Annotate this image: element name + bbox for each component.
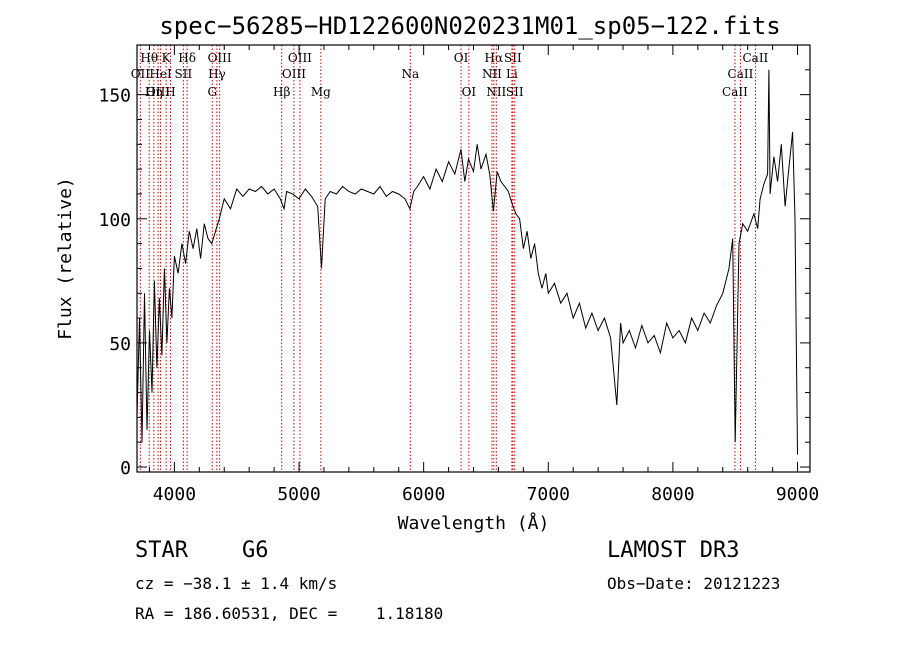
x-tick-label: 4000 (153, 484, 196, 505)
marker-label: Hγ (208, 67, 226, 81)
marker-label: Na (401, 67, 419, 81)
x-tick-label: 8000 (651, 484, 694, 505)
subclass: G6 (242, 538, 269, 563)
marker-label: Hδ (178, 51, 196, 65)
marker-label: OIII (282, 67, 306, 81)
marker-label: Li (506, 67, 518, 81)
plot-frame (136, 44, 811, 473)
series-line (136, 69, 798, 455)
y-tick-label: 150 (98, 86, 131, 107)
coordinates: RA = 186.60531, DEC = 1.18180 (135, 604, 444, 623)
marker-label: CaII (728, 67, 754, 81)
redshift-velocity: cz = −38.1 ± 1.4 km/s (135, 574, 338, 593)
x-tick-label: 7000 (527, 484, 570, 505)
survey-name: LAMOST DR3 (607, 538, 740, 563)
x-tick-label: 5000 (277, 484, 320, 505)
marker-label: Mg (311, 85, 331, 99)
marker-label: SII (504, 51, 522, 65)
chart-title: spec−56285−HD122600N020231M01_sp05−122.f… (159, 12, 780, 40)
marker-label: OI (454, 51, 469, 65)
y-axis: 0 50 100 150 (98, 69, 810, 479)
marker-label: NII (486, 85, 506, 99)
marker-label: OI (462, 85, 477, 99)
marker-label: OII (131, 67, 151, 81)
x-axis-label: Wavelength (Å) (398, 512, 550, 534)
x-axis: 4000 5000 6000 7000 8000 9000 (148, 45, 819, 505)
marker-label: Hθ (140, 51, 158, 65)
marker-label: G (207, 85, 217, 99)
x-tick-label: 9000 (776, 484, 819, 505)
marker-label: Hβ (273, 85, 290, 99)
marker-label: H (165, 85, 175, 99)
obs-date: Obs−Date: 20121223 (607, 574, 781, 593)
y-tick-label: 0 (120, 458, 131, 479)
marker-label: NII (482, 67, 502, 81)
x-tick-label: 6000 (402, 484, 445, 505)
marker-label: SII (175, 67, 193, 81)
marker-label: OIII (208, 51, 232, 65)
marker-label: Hα (485, 51, 504, 65)
marker-label: HeI (149, 67, 172, 81)
marker-label: OIII (288, 51, 312, 65)
y-tick-label: 100 (98, 210, 131, 231)
marker-label: K (162, 51, 172, 65)
object-class: STAR (135, 538, 188, 563)
y-axis-label: Flux (relative) (55, 177, 76, 340)
marker-label: CaII (742, 51, 768, 65)
y-tick-label: 50 (109, 334, 131, 355)
marker-label: OIII (146, 85, 170, 99)
marker-label: Hη (145, 85, 163, 99)
marker-label: CaII (722, 85, 748, 99)
spectrum-series (136, 69, 798, 455)
marker-label: SII (506, 85, 524, 99)
